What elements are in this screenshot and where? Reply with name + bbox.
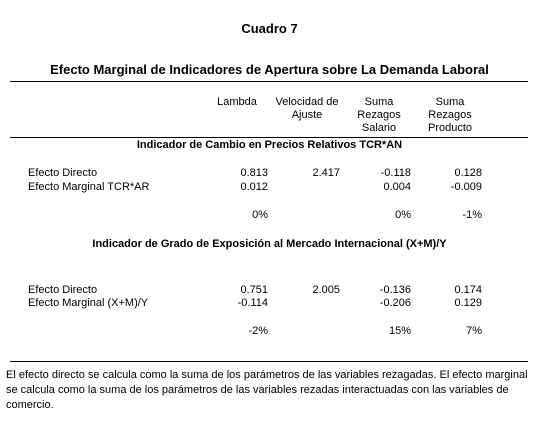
cell-lambda-pct: -2%	[248, 325, 268, 337]
section-heading: Indicador de Grado de Exposición al Merc…	[92, 238, 447, 250]
cell-lambda: -0.114	[237, 297, 268, 309]
cell-producto: -0.009	[450, 181, 482, 193]
row-label: Efecto Marginal (X+M)/Y	[28, 297, 149, 309]
cell-producto-pct: -1%	[462, 209, 482, 221]
col-header-suma-salario: Suma Rezagos Salario	[357, 96, 401, 134]
cell-producto: 0.129	[454, 297, 482, 309]
col-header-lambda: Lambda	[217, 96, 257, 108]
col-header-suma-producto: Suma Rezagos Producto	[427, 96, 473, 134]
row-label: Efecto Marginal TCR*AR	[28, 181, 150, 193]
cell-velocidad: 2.005	[312, 284, 340, 296]
cell-producto-pct: 7%	[466, 325, 482, 337]
col-header-velocidad: Velocidad de Ajuste	[275, 96, 339, 121]
cell-lambda: 0.012	[240, 181, 268, 193]
cell-producto: 0.128	[454, 167, 482, 179]
table-number: Cuadro 7	[241, 21, 298, 36]
cell-salario: -0.118	[380, 167, 411, 179]
row-label: Efecto Directo	[28, 284, 98, 296]
cell-salario-pct: 15%	[388, 325, 411, 337]
cell-salario-pct: 0%	[395, 209, 411, 221]
row-label: Efecto Directo	[28, 167, 98, 179]
cell-lambda-pct: 0%	[252, 209, 268, 221]
bottom-rule	[10, 361, 528, 362]
section-heading: Indicador de Cambio en Precios Relativos…	[136, 139, 403, 151]
top-rule	[10, 81, 528, 82]
cell-salario: 0.004	[383, 181, 411, 193]
cell-lambda: 0.751	[240, 284, 268, 296]
cell-producto: 0.174	[454, 284, 482, 296]
cell-salario: -0.136	[379, 284, 411, 296]
cell-lambda: 0.813	[240, 167, 268, 179]
cell-velocidad: 2.417	[312, 167, 340, 179]
header-rule	[10, 137, 528, 138]
cell-salario: -0.206	[379, 297, 411, 309]
footnote: El efecto directo se calcula como la sum…	[6, 369, 528, 411]
table-title: Efecto Marginal de Indicadores de Apertu…	[50, 62, 489, 77]
